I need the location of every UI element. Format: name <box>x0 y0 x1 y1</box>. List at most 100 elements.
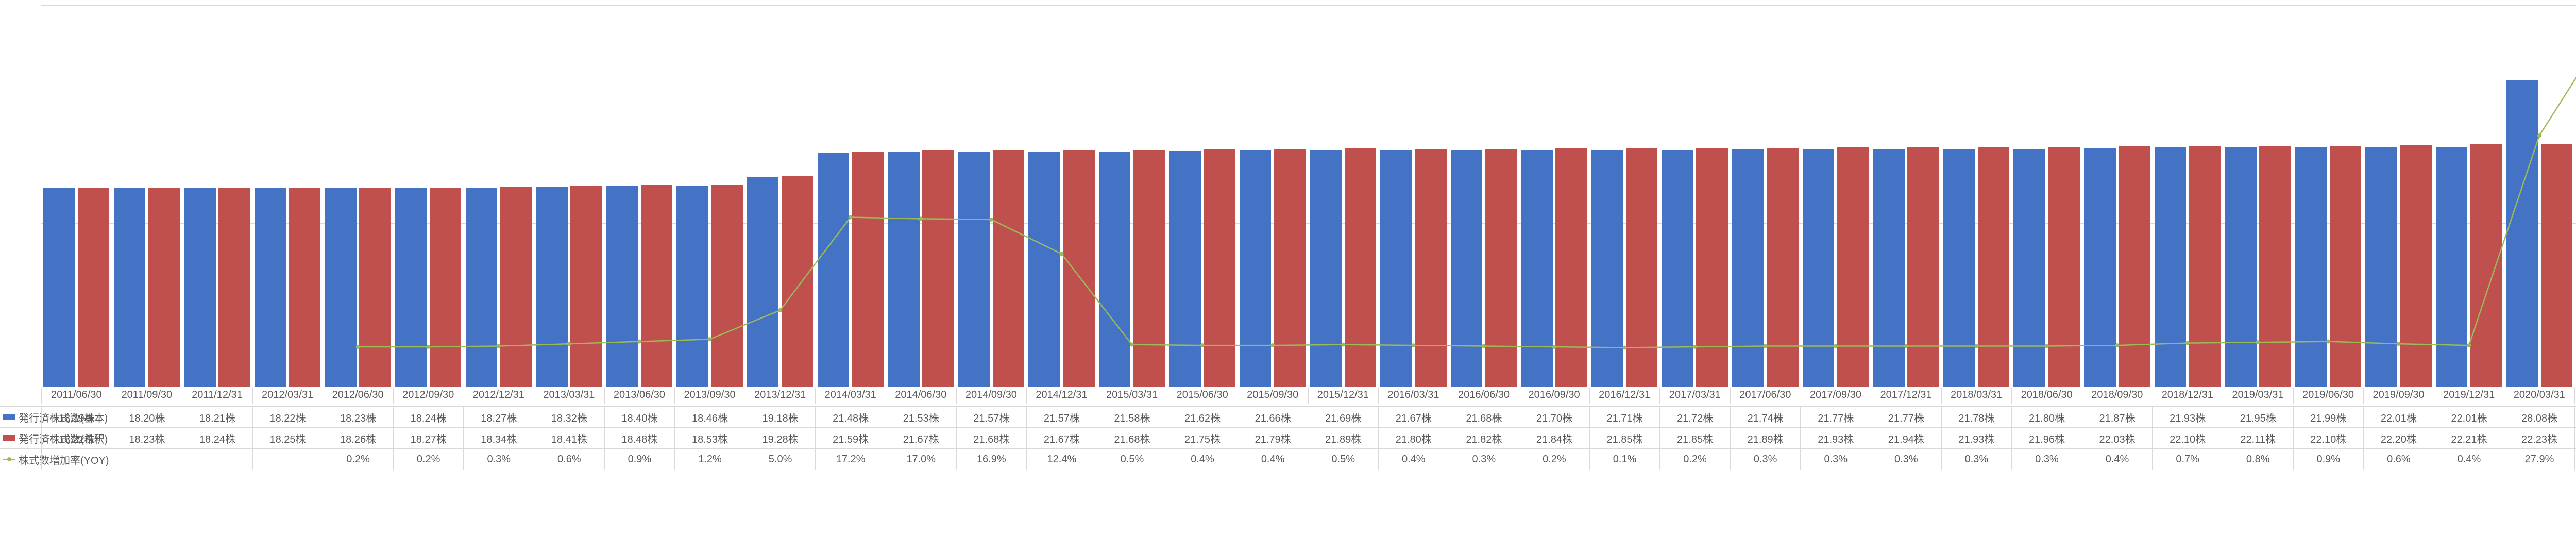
x-label: 2019/12/31 <box>2443 389 2495 401</box>
table-cell: 0.2% <box>323 449 393 470</box>
growth-marker <box>2326 340 2330 344</box>
table-cell: 18.53株 <box>674 428 745 448</box>
x-label: 2020/03/31 <box>2514 389 2565 401</box>
growth-marker <box>1130 343 1134 347</box>
x-label: 2012/03/31 <box>262 389 313 401</box>
x-separator <box>604 388 605 404</box>
x-label: 2014/09/30 <box>965 389 1017 401</box>
table-cell: 18.26株 <box>323 428 393 448</box>
x-label: 2018/03/31 <box>1951 389 2002 401</box>
x-label: 2014/06/30 <box>895 389 946 401</box>
table-cell: 0.7% <box>2152 449 2223 470</box>
x-separator <box>2011 388 2012 404</box>
legend-swatch-diluted <box>3 435 15 441</box>
table-cell: 21.67株 <box>1378 407 1449 427</box>
x-label: 2013/09/30 <box>684 389 735 401</box>
table-cell: 21.95株 <box>2223 407 2293 427</box>
table-cell: 17.2% <box>815 449 886 470</box>
table-cell: 22.01株 <box>2363 407 2434 427</box>
x-separator <box>1941 388 1942 404</box>
table-cell: 0.1% <box>1589 449 1660 470</box>
shares-chart: 0株5株10株15株20株25株30株35株 -5.00%0.00%5.00%1… <box>0 0 2576 552</box>
table-cell: 21.48株 <box>815 407 886 427</box>
table-cell: 0.4% <box>1167 449 1238 470</box>
table-cell: 21.69株 <box>1308 407 1378 427</box>
growth-marker <box>1552 345 1556 349</box>
table-cell: 21.99株 <box>2293 407 2364 427</box>
table-cell: 18.32株 <box>534 407 604 427</box>
table-cell: 18.46株 <box>674 407 745 427</box>
x-label: 2013/12/31 <box>754 389 806 401</box>
table-cell: 21.85株 <box>1589 428 1660 448</box>
table-cell: 22.10株 <box>2152 428 2223 448</box>
growth-marker <box>2045 344 2049 348</box>
table-cell: 18.25株 <box>252 428 323 448</box>
table-cell: 18.24株 <box>393 407 464 427</box>
x-label: 2011/12/31 <box>192 389 243 401</box>
table-cell: 19.18株 <box>745 407 816 427</box>
growth-marker <box>2256 340 2260 344</box>
x-label: 2014/03/31 <box>825 389 876 401</box>
table-cell: 22.10株 <box>2293 428 2364 448</box>
table-cell: 0.6% <box>534 449 604 470</box>
table-cell: 0.8% <box>2223 449 2293 470</box>
growth-marker <box>1482 344 1486 348</box>
growth-marker <box>426 345 430 349</box>
table-cell: 22.01株 <box>2434 407 2504 427</box>
growth-marker <box>778 308 782 312</box>
growth-marker <box>708 337 712 341</box>
x-label: 2012/12/31 <box>473 389 524 401</box>
table-cell: 21.96株 <box>2011 428 2082 448</box>
x-label: 2017/09/30 <box>1810 389 1861 401</box>
growth-marker <box>1341 343 1345 347</box>
growth-marker <box>1270 343 1275 347</box>
x-label: 2012/09/30 <box>402 389 454 401</box>
table-cell: 0.4% <box>2434 449 2504 470</box>
table-cell: 21.62株 <box>1167 407 1238 427</box>
growth-marker <box>1834 344 1838 348</box>
x-label: 2018/12/31 <box>2162 389 2213 401</box>
table-cell: 21.68株 <box>1449 407 1519 427</box>
table-cell: 0.4% <box>1238 449 1308 470</box>
growth-marker <box>2467 343 2471 347</box>
table-cell: 21.82株 <box>1449 428 1519 448</box>
table-cell: 0.3% <box>1449 449 1519 470</box>
table-cell <box>252 449 323 470</box>
table-cell: 21.94株 <box>1871 428 1941 448</box>
x-label: 2018/06/30 <box>2021 389 2073 401</box>
x-axis: 2011/06/302011/09/302011/12/312012/03/31… <box>41 389 2576 405</box>
x-label: 2015/06/30 <box>1177 389 1228 401</box>
x-label: 2011/06/30 <box>51 389 102 401</box>
x-separator <box>674 388 675 404</box>
table-cell: 18.24株 <box>182 428 252 448</box>
x-separator <box>1659 388 1660 404</box>
table-cell: 21.80株 <box>2011 407 2082 427</box>
x-label: 2017/06/30 <box>1739 389 1791 401</box>
table-cell: 0.5% <box>1308 449 1378 470</box>
growth-marker <box>1411 343 1415 347</box>
table-cell: 0.4% <box>1378 449 1449 470</box>
table-cell: 21.74株 <box>1730 407 1801 427</box>
x-separator <box>1589 388 1590 404</box>
table-cell: 27.9% <box>2504 449 2574 470</box>
table-cell: 18.19株 <box>41 407 112 427</box>
x-label: 2019/09/30 <box>2373 389 2425 401</box>
table-cell: 21.85株 <box>1659 428 1730 448</box>
table-cell <box>112 449 182 470</box>
table-cell: 22.11株 <box>2223 428 2293 448</box>
growth-line <box>41 5 2576 387</box>
table-cell: 0.6% <box>2363 449 2434 470</box>
legend-diluted: 発行済株式数(希釈) <box>0 431 41 446</box>
table-cell: 0.3% <box>1871 449 1941 470</box>
table-cell: 1.2% <box>674 449 745 470</box>
table-cell: 18.41株 <box>534 428 604 448</box>
growth-marker <box>2537 133 2541 138</box>
plot-area <box>41 5 2576 387</box>
table-row-growth: 株式数増加率(YOY)0.2%0.2%0.3%0.6%0.9%1.2%5.0%1… <box>0 448 2576 470</box>
table-cell: 21.93株 <box>2152 407 2223 427</box>
x-label: 2018/09/30 <box>2091 389 2143 401</box>
table-cell: 18.21株 <box>182 407 252 427</box>
table-cell: 28.08株 <box>2504 407 2574 427</box>
x-separator <box>393 388 394 404</box>
table-cell: 18.40株 <box>604 407 675 427</box>
